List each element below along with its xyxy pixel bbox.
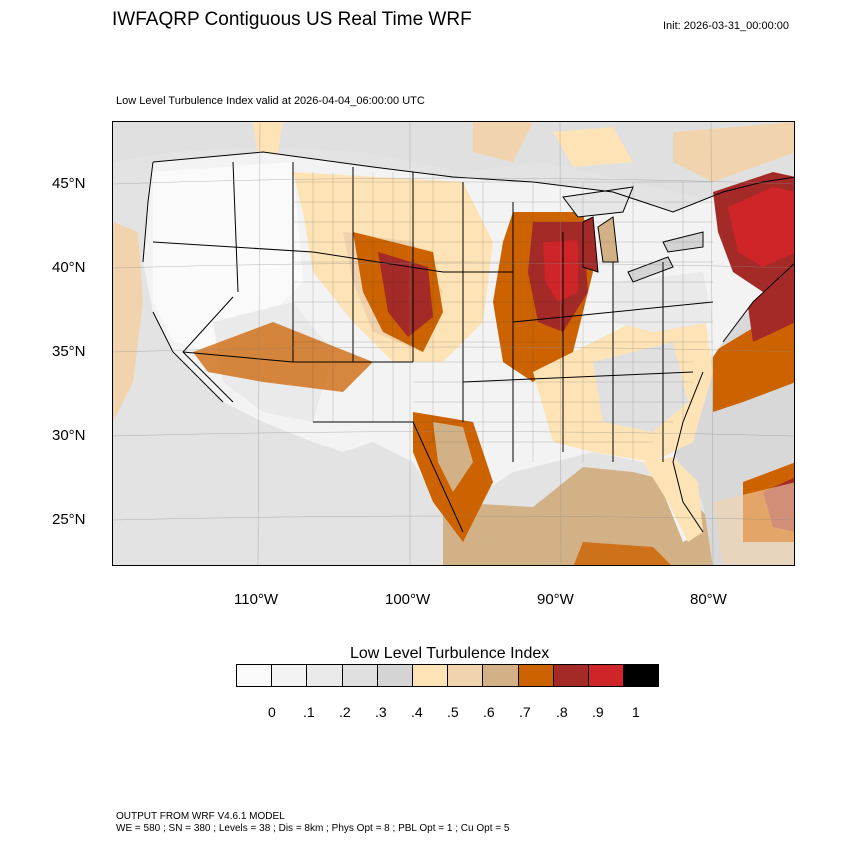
legend-tick: .1 xyxy=(303,704,315,720)
legend-swatch xyxy=(341,664,378,687)
footer-line-2: WE = 580 ; SN = 380 ; Levels = 38 ; Dis … xyxy=(116,823,510,834)
gulf-shading xyxy=(443,467,713,565)
valid-time-subtitle: Low Level Turbulence Index valid at 2026… xyxy=(116,95,425,107)
legend-title: Low Level Turbulence Index xyxy=(350,645,550,662)
legend-swatch xyxy=(411,664,449,687)
legend-tick: .2 xyxy=(339,704,351,720)
graticule xyxy=(113,122,794,565)
lat-label-35: 35°N xyxy=(52,343,86,360)
legend-tick: .7 xyxy=(519,704,531,720)
county-grid xyxy=(293,172,713,462)
legend-swatch xyxy=(552,664,589,687)
legend-swatch xyxy=(587,664,625,687)
legend-tick: .4 xyxy=(411,704,423,720)
footer-line-1: OUTPUT FROM WRF V4.6.1 MODEL xyxy=(116,811,285,822)
legend-swatch xyxy=(517,664,554,687)
lat-label-40: 40°N xyxy=(52,259,86,276)
map-canvas xyxy=(113,122,794,565)
turbulence-map xyxy=(112,121,795,566)
map-title: IWFAQRP Contiguous US Real Time WRF xyxy=(112,9,472,30)
legend-swatch xyxy=(271,664,308,687)
legend-swatch xyxy=(376,664,413,687)
legend-swatch xyxy=(482,664,519,687)
legend-swatch xyxy=(447,664,484,687)
lat-label-25: 25°N xyxy=(52,511,86,528)
legend-swatch xyxy=(236,664,273,687)
lon-label-110: 110°W xyxy=(234,591,279,608)
legend-tick: .9 xyxy=(592,704,604,720)
lon-label-90: 90°W xyxy=(537,591,574,608)
lon-label-100: 100°W xyxy=(385,591,431,608)
legend-tick: .8 xyxy=(556,704,568,720)
legend-swatch xyxy=(623,664,660,687)
legend-colorbar xyxy=(236,664,660,688)
lat-label-30: 30°N xyxy=(52,427,86,444)
init-time-label: Init: 2026-03-31_00:00:00 xyxy=(663,20,789,32)
legend-swatch xyxy=(306,664,343,687)
model-info-footer: OUTPUT FROM WRF V4.6.1 MODEL WE = 580 ; … xyxy=(116,811,509,835)
legend-tick: .6 xyxy=(483,704,495,720)
legend-tick: 0 xyxy=(268,704,276,720)
legend-tick: .5 xyxy=(447,704,459,720)
legend-tick: .3 xyxy=(375,704,387,720)
lon-label-80: 80°W xyxy=(690,591,727,608)
lat-label-45: 45°N xyxy=(52,175,86,192)
legend-tick: 1 xyxy=(632,704,640,720)
